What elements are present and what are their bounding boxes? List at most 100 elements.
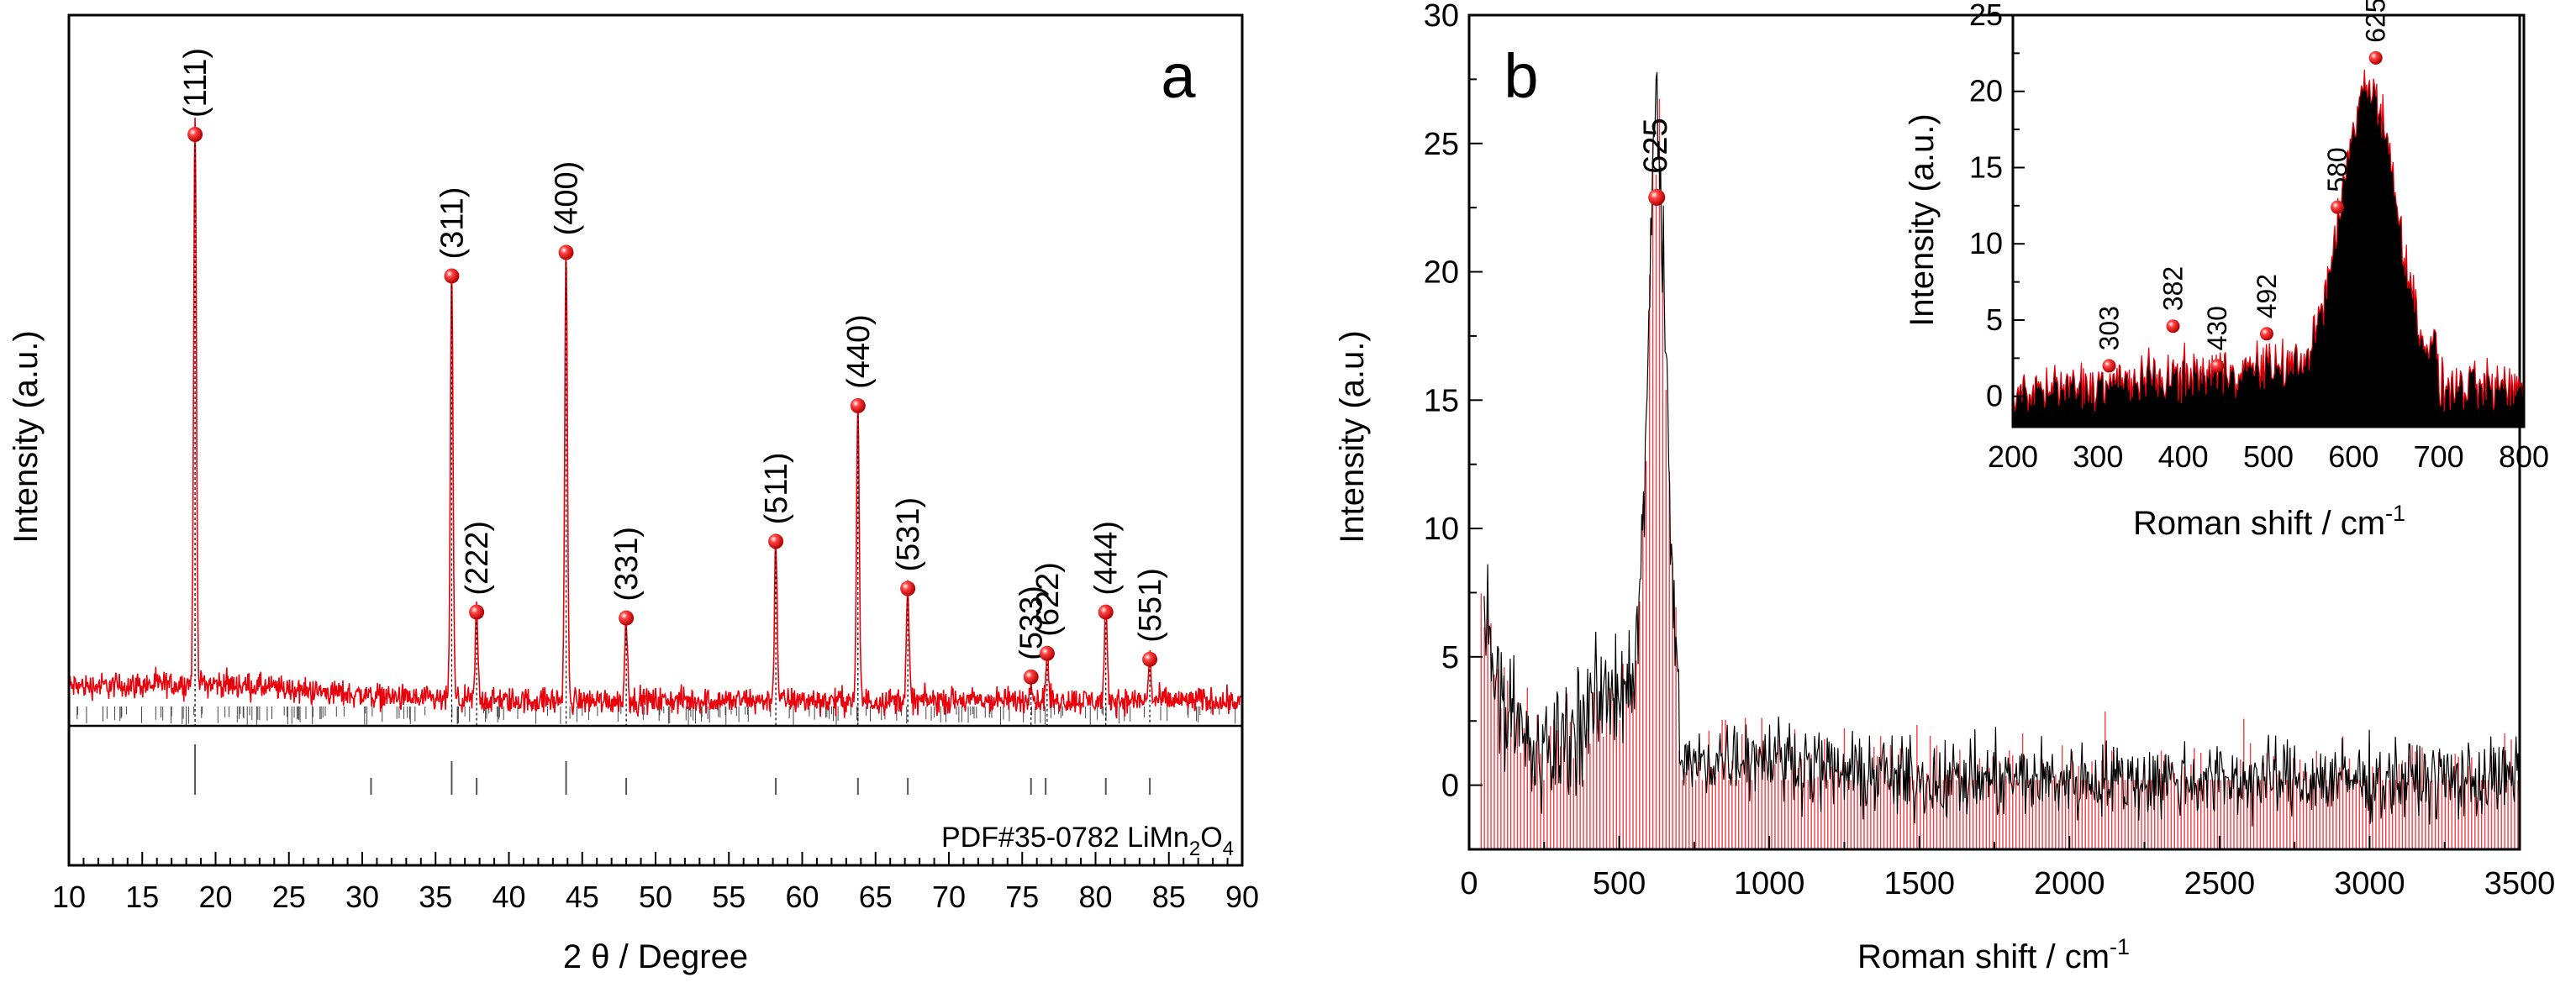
xrd-peak-label: (400) bbox=[550, 161, 585, 236]
x-tick-label: 3500 bbox=[2484, 866, 2556, 901]
xrd-peak-label: (622) bbox=[1030, 562, 1066, 637]
x-tick-label: 1500 bbox=[1883, 866, 1955, 901]
y-tick-label: 20 bbox=[1969, 74, 2003, 108]
y-tick-label: 30 bbox=[1424, 0, 1459, 34]
xrd-peak-marker bbox=[900, 581, 916, 596]
xrd-peak-marker bbox=[1023, 669, 1039, 685]
xrd-peak-label: (444) bbox=[1089, 521, 1125, 596]
inset-data-layer bbox=[2013, 69, 2524, 427]
x-tick-label: 0 bbox=[1460, 866, 1478, 901]
panel-b-label: b bbox=[1504, 41, 1538, 111]
inset-peak-label: 303 bbox=[2094, 306, 2125, 350]
y-tick-label: 10 bbox=[1424, 512, 1459, 547]
x-tick-label: 30 bbox=[345, 880, 379, 914]
inset-ticks: 200 300 400 500 600 700 800 0 5 10 15 20 25 bbox=[1969, 0, 2549, 474]
x-tick-label: 300 bbox=[2073, 439, 2123, 474]
x-tick-label: 1000 bbox=[1734, 866, 1805, 901]
xrd-peak-label: (222) bbox=[460, 521, 495, 596]
xrd-peak-label: (511) bbox=[759, 452, 794, 524]
inset-y-axis-label: Intensity (a.u.) bbox=[1904, 113, 1941, 326]
xrd-data-layer bbox=[69, 117, 1242, 795]
y-tick-label: 5 bbox=[1986, 302, 2003, 337]
inset-peak-label: 580 bbox=[2322, 147, 2352, 192]
xrd-peak-marker bbox=[469, 604, 485, 620]
inset-peak-label: 430 bbox=[2202, 306, 2232, 350]
x-tick-label: 10 bbox=[52, 880, 86, 914]
x-tick-label: 65 bbox=[859, 880, 893, 914]
inset-peak-marker bbox=[2259, 327, 2273, 341]
panel-b-x-axis-label: Roman shift / cm-1 bbox=[1857, 934, 2130, 975]
xrd-peak-marker bbox=[619, 610, 635, 626]
x-tick-label: 3000 bbox=[2334, 866, 2405, 901]
xrd-peak-marker bbox=[1098, 604, 1114, 620]
x-tick-label: 2500 bbox=[2184, 866, 2256, 901]
reference-label: PDF#35-0782 LiMn2O4 bbox=[941, 822, 1234, 860]
x-tick-label: 400 bbox=[2158, 439, 2209, 474]
inset-peak-marker bbox=[2210, 359, 2225, 373]
y-tick-label: 10 bbox=[1969, 226, 2003, 260]
inset-peak-marker bbox=[2166, 319, 2180, 334]
x-tick-label: 50 bbox=[639, 880, 672, 914]
y-tick-label: 25 bbox=[1969, 0, 2003, 32]
raman-peak-label: 625 bbox=[1637, 118, 1674, 174]
xrd-peak-marker bbox=[1142, 651, 1158, 667]
raman-inset: 200 300 400 500 600 700 800 0 5 10 15 20 25 Roman sh… bbox=[1904, 0, 2549, 542]
inset-peak-label: 625 bbox=[2361, 0, 2391, 43]
x-tick-label: 80 bbox=[1078, 880, 1112, 914]
xrd-line bbox=[69, 117, 1242, 719]
panel-a: 10 15 20 25 30 35 40 45 50 55 60 65 70 75 80 85 90 a PDF… bbox=[8, 13, 1259, 975]
x-tick-label: 500 bbox=[1593, 866, 1646, 901]
x-tick-label: 45 bbox=[566, 880, 599, 914]
xrd-peak-label: (531) bbox=[891, 497, 926, 572]
xrd-peak-marker bbox=[768, 533, 784, 549]
y-tick-label: 0 bbox=[1441, 769, 1459, 804]
raman-data-layer bbox=[1480, 71, 2520, 849]
inset-edge-line bbox=[2013, 69, 2524, 412]
panel-b: 0 500 1000 1500 2000 2500 3000 3500051015202530… bbox=[1334, 0, 2555, 975]
xrd-peak-marker bbox=[558, 244, 574, 260]
x-tick-label: 55 bbox=[712, 880, 745, 914]
inset-area bbox=[2013, 69, 2524, 427]
raman-peak-marker bbox=[1648, 188, 1666, 206]
y-tick-label: 5 bbox=[1441, 640, 1459, 675]
panel-a-y-axis-label: Intensity (a.u.) bbox=[8, 330, 45, 543]
x-tick-label: 75 bbox=[1005, 880, 1039, 914]
inset-peak-label: 492 bbox=[2252, 274, 2282, 318]
inset-peak-marker bbox=[2368, 50, 2383, 65]
x-tick-label: 40 bbox=[492, 880, 525, 914]
xrd-peak-marker bbox=[444, 268, 460, 284]
inset-peak-marker bbox=[2331, 200, 2345, 214]
x-tick-label: 60 bbox=[785, 880, 819, 914]
xrd-peak-label: (311) bbox=[435, 187, 470, 260]
xrd-peak-label: (551) bbox=[1133, 568, 1168, 643]
panel-a-x-ticks: 10 15 20 25 30 35 40 45 50 55 60 65 70 75 80 85 90 bbox=[52, 852, 1259, 914]
panel-a-label: a bbox=[1161, 41, 1196, 111]
y-tick-label: 25 bbox=[1424, 127, 1459, 162]
panel-a-frame bbox=[67, 13, 1244, 867]
panel-a-x-axis-label: 2 θ / Degree bbox=[563, 938, 748, 975]
x-tick-label: 600 bbox=[2328, 439, 2378, 474]
x-tick-label: 85 bbox=[1152, 880, 1186, 914]
xrd-peak-marker bbox=[1039, 645, 1055, 661]
x-tick-label: 2000 bbox=[2034, 866, 2105, 901]
x-tick-label: 800 bbox=[2499, 439, 2549, 474]
xrd-peak-label: (440) bbox=[841, 314, 877, 389]
x-tick-label: 90 bbox=[1225, 880, 1259, 914]
x-tick-label: 70 bbox=[932, 880, 966, 914]
panel-b-y-axis-label: Intensity (a.u.) bbox=[1334, 330, 1371, 543]
x-tick-label: 20 bbox=[198, 880, 232, 914]
x-tick-label: 25 bbox=[272, 880, 306, 914]
y-tick-label: 15 bbox=[1969, 150, 2003, 184]
xrd-peak-marker bbox=[850, 397, 866, 413]
raman-line bbox=[1483, 71, 2520, 827]
xrd-peak-label: (111) bbox=[178, 48, 213, 118]
x-tick-label: 500 bbox=[2243, 439, 2294, 474]
inset-peak-marker bbox=[2102, 359, 2116, 373]
x-tick-label: 700 bbox=[2414, 439, 2464, 474]
x-tick-label: 35 bbox=[419, 880, 452, 914]
y-tick-label: 20 bbox=[1424, 255, 1459, 291]
x-tick-label: 200 bbox=[1988, 439, 2038, 474]
y-tick-label: 0 bbox=[1986, 379, 2003, 413]
